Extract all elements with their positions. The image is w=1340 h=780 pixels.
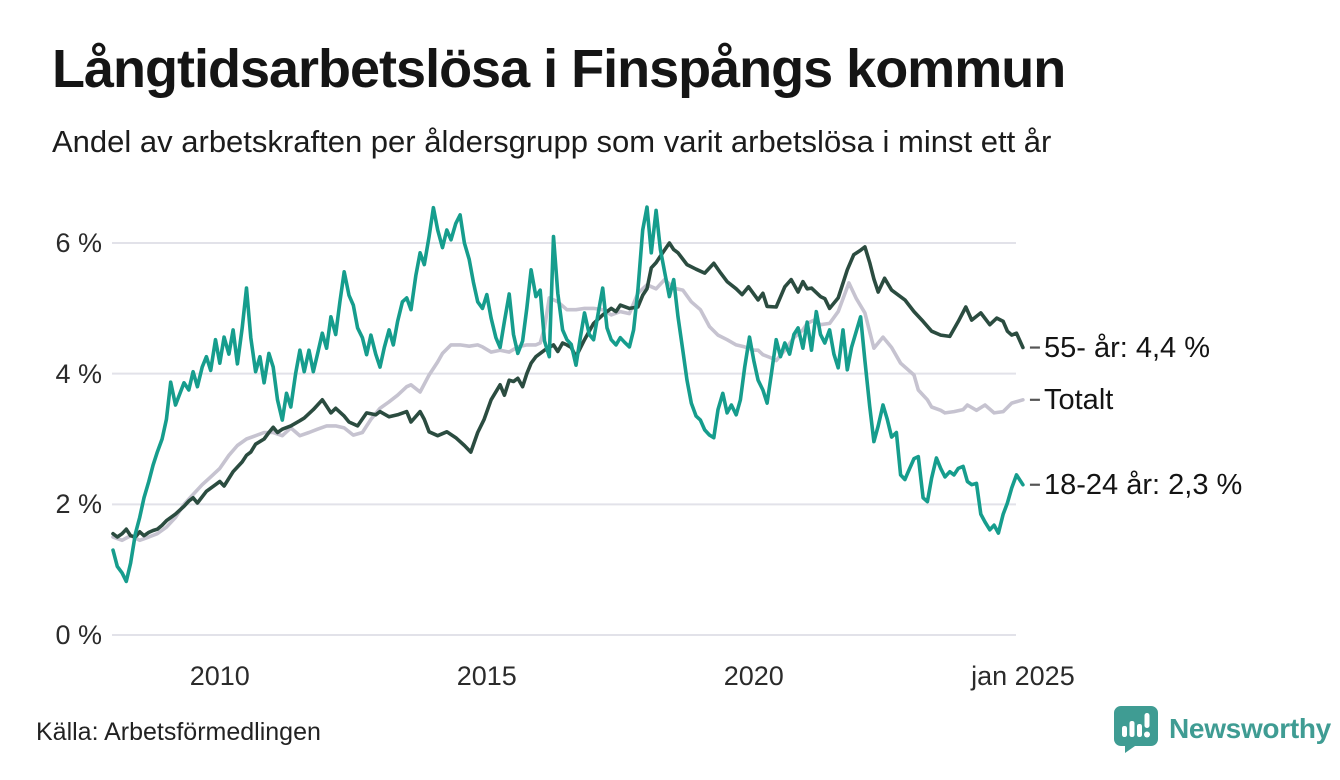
series-end-label: 55- år: 4,4 %	[1044, 331, 1211, 364]
source-note: Källa: Arbetsförmedlingen	[36, 718, 321, 746]
newsworthy-logo-icon	[1114, 706, 1158, 753]
page-title: Långtidsarbetslösa i Finspångs kommun	[52, 39, 1066, 99]
x-axis-tick-label: jan 2025	[971, 661, 1075, 691]
y-axis-tick-label: 0 %	[55, 620, 102, 650]
newsworthy-logo: Newsworthy	[1113, 705, 1331, 753]
series-line-18-24-r	[111, 205, 1025, 584]
x-axis-tick-label: 2015	[456, 661, 517, 691]
y-axis-tick-label: 2 %	[55, 489, 102, 520]
x-axis-tick-label: 2010	[189, 661, 250, 691]
y-axis-tick-label: 6 %	[55, 228, 102, 259]
x-axis-tick-label: 2020	[723, 661, 784, 691]
page-subtitle: Andel av arbetskraften per åldersgrupp s…	[52, 124, 1052, 159]
series-end-label: Totalt	[1044, 383, 1114, 416]
newsworthy-logo-text: Newsworthy	[1169, 713, 1331, 744]
series-line-totalt	[111, 277, 1025, 543]
series-end-label: 18-24 år: 2,3 %	[1044, 468, 1243, 501]
series-line-55-r	[111, 241, 1025, 539]
y-axis-tick-label: 4 %	[55, 358, 102, 389]
